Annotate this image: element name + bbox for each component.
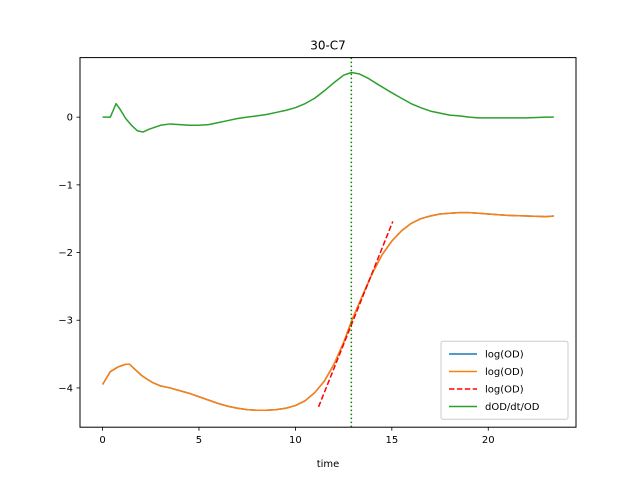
x-tick-label: 0 — [99, 435, 105, 446]
legend-entry: dOD/dt/OD — [485, 402, 540, 413]
y-axis-ticks: 0 −1 −2 −3 −4 — [58, 113, 80, 394]
y-tick-label: −2 — [58, 248, 73, 259]
y-tick-label: −3 — [58, 316, 73, 327]
legend-entry: log(OD) — [485, 384, 524, 395]
x-tick-label: 5 — [196, 435, 202, 446]
x-tick-label: 20 — [482, 435, 495, 446]
x-tick-label: 10 — [289, 435, 302, 446]
plot-lines — [101, 57, 554, 428]
legend: log(OD) log(OD) log(OD) dOD/dt/OD — [440, 340, 569, 420]
series-line-1 — [101, 211, 554, 412]
y-tick-label: 0 — [67, 113, 73, 124]
x-axis-label: time — [317, 459, 340, 470]
y-tick-label: −1 — [58, 180, 73, 191]
series-line-3 — [102, 71, 554, 133]
legend-entry: log(OD) — [485, 349, 524, 360]
y-tick-label: −4 — [58, 383, 73, 394]
legend-box — [440, 340, 569, 420]
x-tick-label: 15 — [385, 435, 398, 446]
chart-title: 30-C7 — [310, 39, 346, 53]
axes-frame — [79, 57, 577, 428]
x-axis-ticks: 0 5 10 15 20 — [99, 427, 495, 446]
legend-entry: log(OD) — [485, 367, 524, 378]
series-line-2 — [317, 221, 394, 408]
